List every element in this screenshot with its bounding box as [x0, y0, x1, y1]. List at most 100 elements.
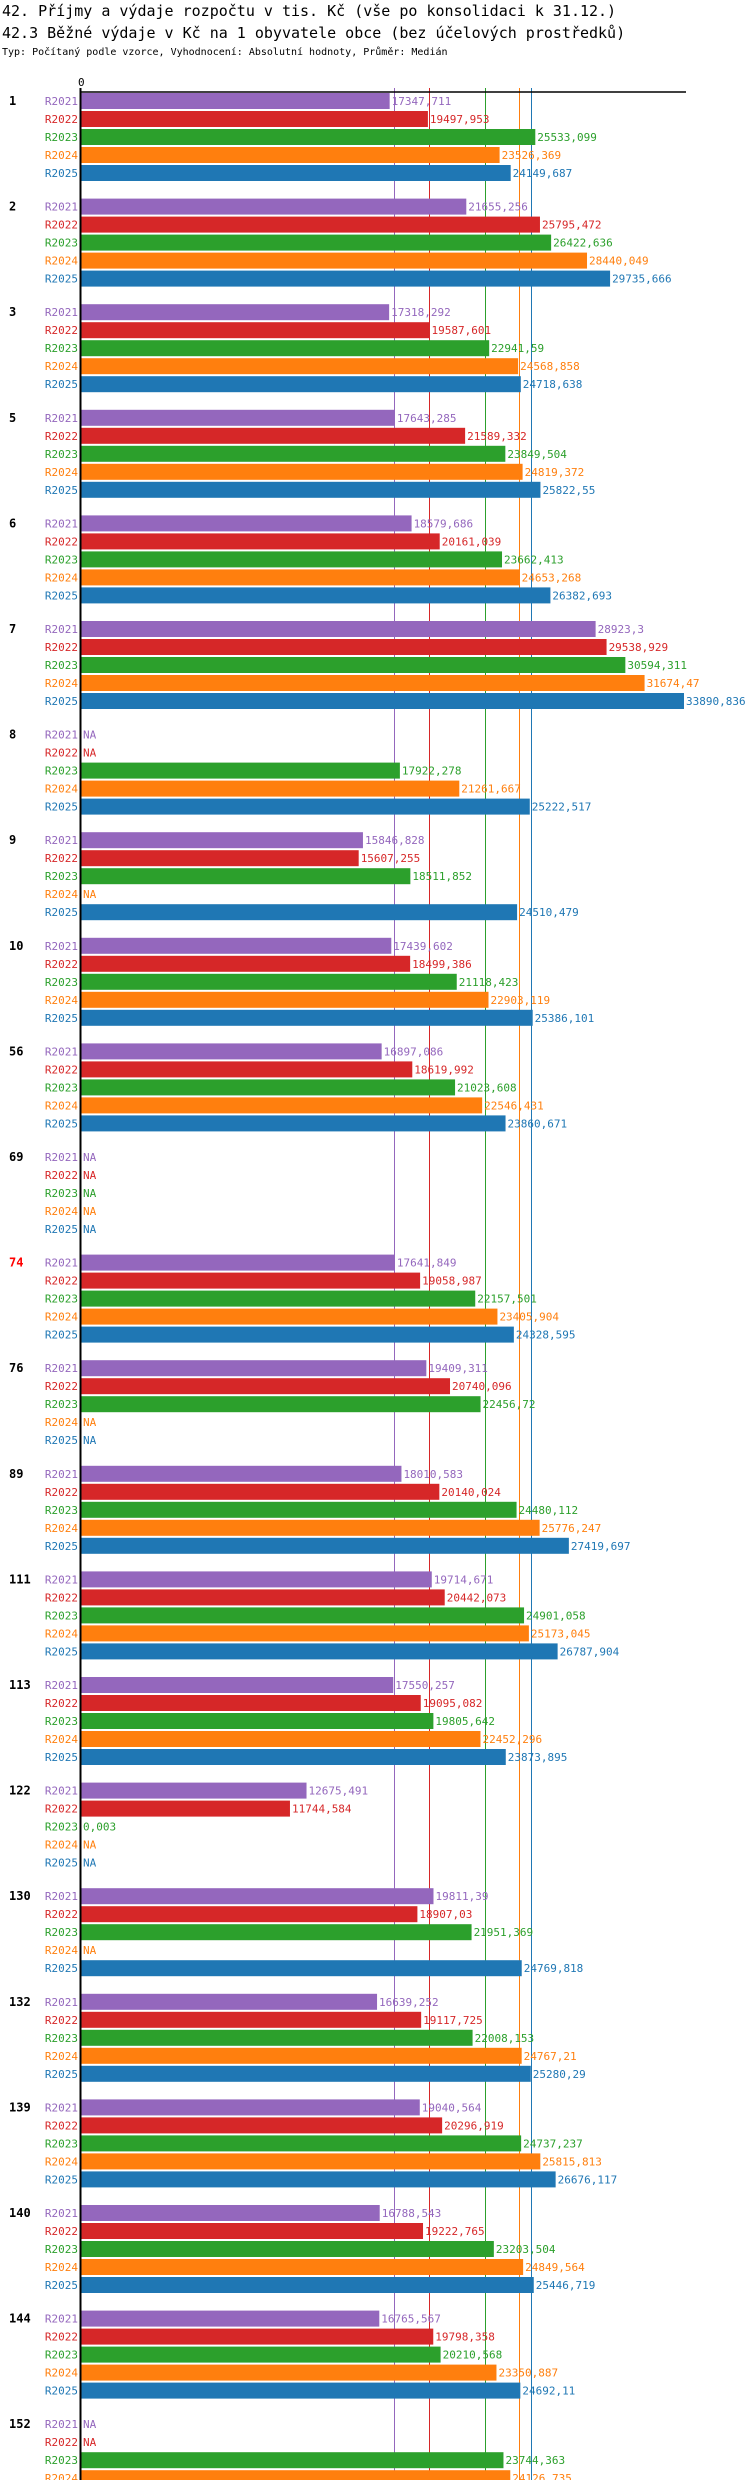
bar [81, 2346, 441, 2363]
data-label: 23405,904 [499, 1311, 559, 1324]
data-label: NA [83, 1205, 97, 1218]
bar [81, 1589, 445, 1606]
series-label: R2025 [45, 1857, 78, 1870]
data-label: 22546,431 [484, 1099, 544, 1112]
series-label: R2025 [45, 1223, 78, 1236]
bar [81, 1483, 440, 1500]
bar [81, 165, 511, 181]
group-label: 111 [9, 1572, 31, 1586]
bar [81, 2205, 380, 2221]
series-label: R2021 [45, 201, 78, 214]
series-label: R2021 [45, 729, 78, 742]
data-label: 18511,852 [412, 870, 472, 883]
data-label: 25822,55 [542, 484, 595, 497]
series-label: R2023 [45, 2032, 78, 2045]
bar [81, 533, 440, 550]
data-label: 18619,992 [414, 1063, 474, 1076]
data-label: 19587,601 [432, 324, 492, 337]
series-label: R2021 [45, 1362, 78, 1375]
data-label: NA [83, 1187, 97, 1200]
bar [81, 2135, 522, 2152]
data-label: 21261,667 [461, 783, 521, 796]
series-label: R2024 [45, 2472, 78, 2480]
data-label: 20740,096 [452, 1380, 512, 1393]
data-label: 21655,256 [468, 201, 528, 214]
data-label: 17347,711 [392, 95, 452, 108]
group-label: 5 [9, 411, 16, 425]
series-label: R2021 [45, 1151, 78, 1164]
data-label: 29735,666 [612, 273, 672, 286]
data-label: 22941,59 [491, 342, 544, 355]
data-label: 24769,818 [524, 1962, 584, 1975]
series-label: R2025 [45, 1012, 78, 1025]
bar [81, 2099, 420, 2116]
data-label: 18010,583 [403, 1468, 463, 1481]
bar [81, 1643, 558, 1660]
series-label: R2025 [45, 801, 78, 814]
series-label: R2021 [45, 2313, 78, 2326]
data-label: 0,003 [83, 1821, 116, 1834]
data-label: 24568,858 [520, 360, 580, 373]
bar [81, 904, 518, 921]
group-label: 74 [9, 1256, 23, 1270]
data-label: 22452,296 [482, 1733, 542, 1746]
series-label: R2025 [45, 1962, 78, 1975]
series-label: R2022 [45, 852, 78, 865]
series-label: R2023 [45, 1504, 78, 1517]
data-label: 31674,47 [647, 677, 700, 690]
series-label: R2021 [45, 306, 78, 319]
data-label: NA [83, 888, 97, 901]
data-label: NA [83, 1416, 97, 1429]
series-label: R2022 [45, 2436, 78, 2449]
data-label: NA [83, 729, 97, 742]
series-label: R2023 [45, 237, 78, 250]
bar [81, 569, 520, 586]
data-label: 18579,686 [414, 517, 474, 530]
data-label: 21589,332 [467, 430, 527, 443]
bar [81, 780, 460, 797]
data-label: 24480,112 [519, 1504, 579, 1517]
data-label: 11744,584 [292, 1803, 352, 1816]
series-label: R2023 [45, 342, 78, 355]
data-label: 16788,543 [382, 2207, 442, 2220]
series-label: R2023 [45, 1715, 78, 1728]
series-label: R2022 [45, 324, 78, 337]
series-label: R2024 [45, 1627, 78, 1640]
series-label: R2022 [45, 1697, 78, 1710]
data-label: 17439,602 [393, 940, 453, 953]
series-label: R2024 [45, 466, 78, 479]
group-label: 1 [9, 94, 16, 108]
series-label: R2025 [45, 2385, 78, 2398]
bar [81, 2065, 531, 2082]
data-label: 20442,073 [447, 1591, 507, 1604]
group-label: 89 [9, 1467, 23, 1481]
bar [81, 340, 490, 357]
series-label: R2025 [45, 2068, 78, 2081]
data-label: 24126,735 [512, 2472, 572, 2480]
series-label: R2021 [45, 1573, 78, 1586]
bar [81, 427, 466, 444]
data-label: 27419,697 [571, 1540, 631, 1553]
data-label: 12675,491 [309, 1785, 369, 1798]
data-label: 19714,671 [434, 1573, 494, 1586]
bar [81, 1713, 434, 1729]
bar [81, 2328, 434, 2345]
bar [81, 198, 467, 215]
data-label: 21951,369 [474, 1926, 534, 1939]
series-label: R2024 [45, 1205, 78, 1218]
series-label: R2024 [45, 255, 78, 268]
bar [81, 693, 684, 709]
group-label: 113 [9, 1678, 31, 1692]
bar [81, 2047, 522, 2064]
series-label: R2023 [45, 870, 78, 883]
bar [81, 358, 519, 375]
bar [81, 850, 359, 867]
data-label: 23526,369 [502, 149, 562, 162]
bar [81, 587, 551, 604]
data-label: 16897,086 [384, 1045, 444, 1058]
bar [81, 1396, 481, 1413]
data-label: 25446,719 [536, 2279, 596, 2292]
data-label: 19058,987 [422, 1275, 482, 1288]
series-label: R2023 [45, 2137, 78, 2150]
bar [81, 1782, 307, 1799]
